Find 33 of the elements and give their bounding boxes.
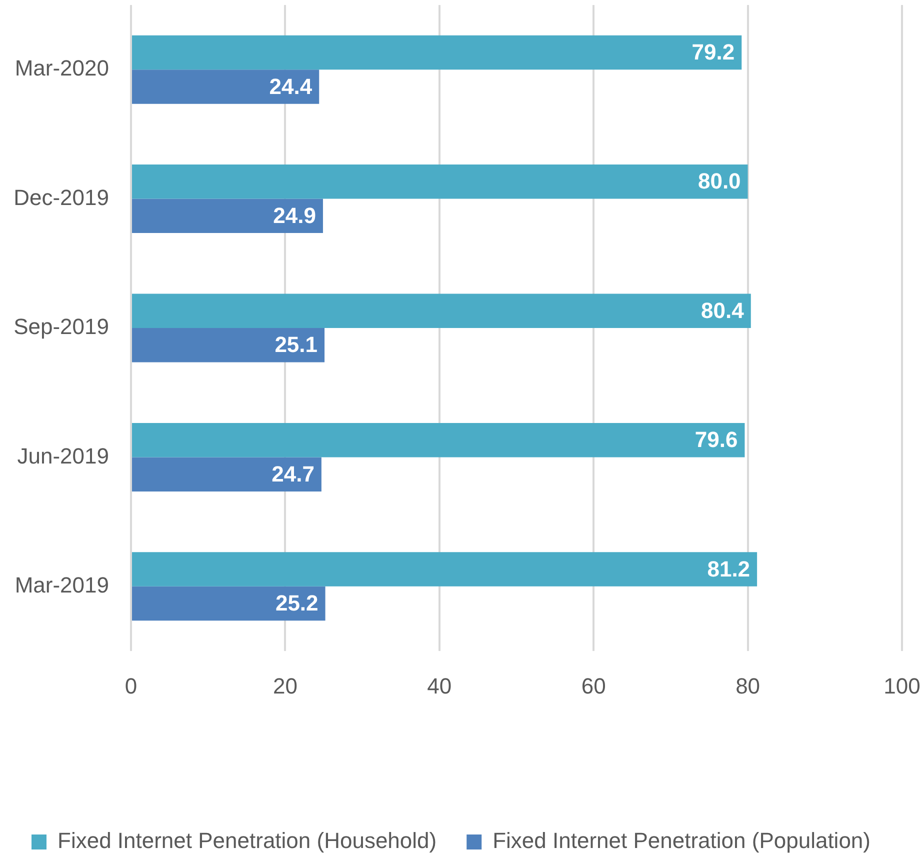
data-label: 81.2 [707,556,750,582]
data-label: 25.1 [274,332,318,358]
bar [132,294,751,328]
data-label: 24.7 [272,461,314,486]
bar [132,328,325,362]
bar [132,164,748,199]
x-tick-label: 20 [272,673,298,698]
bar [132,35,742,70]
y-tick-label: Jun-2019 [17,443,109,468]
legend-label: Fixed Internet Penetration (Household) [58,828,437,853]
data-label: 24.4 [269,74,313,99]
y-tick-label: Mar-2020 [14,56,109,81]
bar [132,586,326,621]
x-tick-label: 100 [884,673,920,698]
data-label: 24.9 [273,202,316,228]
bar [132,457,322,492]
x-tick-label: 60 [581,673,606,698]
data-label: 25.2 [275,590,318,616]
bar [132,552,758,586]
data-label: 80.0 [698,168,741,194]
x-tick-label: 80 [736,673,760,698]
y-tick-label: Dec-2019 [14,184,109,210]
data-label: 79.6 [694,427,738,452]
bar [132,70,320,104]
legend-label: Fixed Internet Penetration (Population) [492,828,870,853]
data-label: 80.4 [701,298,745,323]
bar [132,198,323,234]
bar [132,422,745,458]
x-tick-label: 0 [124,673,138,698]
data-label: 79.2 [692,40,735,65]
x-tick-label: 40 [427,673,452,698]
y-tick-label: Sep-2019 [14,314,109,340]
y-tick-label: Mar-2019 [14,572,109,598]
